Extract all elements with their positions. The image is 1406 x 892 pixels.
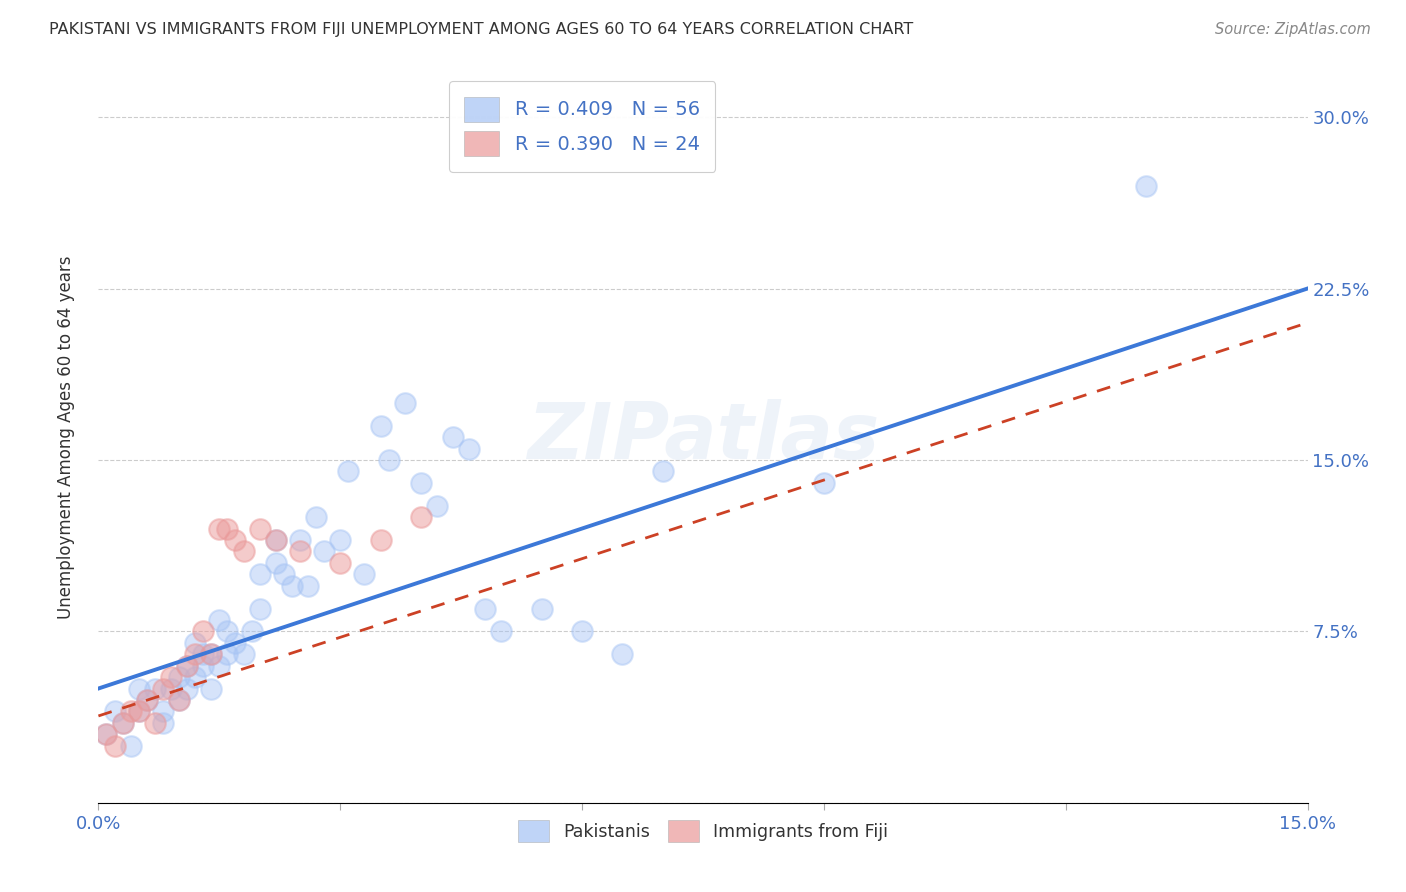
Text: Source: ZipAtlas.com: Source: ZipAtlas.com [1215, 22, 1371, 37]
Point [370, 533, 392, 547]
Point [264, 533, 287, 547]
Point [176, 658, 198, 673]
Point [184, 670, 207, 684]
Point [111, 715, 134, 730]
Point [167, 670, 190, 684]
Point [426, 499, 449, 513]
Point [167, 693, 190, 707]
Point [249, 567, 271, 582]
Point [458, 442, 481, 456]
Point [571, 624, 593, 639]
Point [281, 579, 304, 593]
Point [329, 556, 352, 570]
Point [314, 544, 336, 558]
Point [409, 510, 432, 524]
Point [152, 681, 174, 696]
Point [111, 715, 134, 730]
Point [167, 693, 190, 707]
Point [249, 601, 271, 615]
Point [96, 727, 118, 741]
Point [249, 521, 271, 535]
Point [176, 658, 198, 673]
Point [353, 567, 375, 582]
Point [184, 647, 207, 661]
Point [217, 624, 239, 639]
Point [377, 453, 399, 467]
Point [441, 430, 464, 444]
Legend: Pakistanis, Immigrants from Fiji: Pakistanis, Immigrants from Fiji [512, 813, 894, 849]
Point [491, 624, 513, 639]
Point [152, 705, 174, 719]
Point [612, 647, 634, 661]
Point [128, 705, 150, 719]
Point [208, 613, 231, 627]
Point [394, 396, 416, 410]
Point [208, 521, 231, 535]
Text: PAKISTANI VS IMMIGRANTS FROM FIJI UNEMPLOYMENT AMONG AGES 60 TO 64 YEARS CORRELA: PAKISTANI VS IMMIGRANTS FROM FIJI UNEMPL… [49, 22, 914, 37]
Point [143, 715, 166, 730]
Point [128, 681, 150, 696]
Point [1135, 178, 1157, 193]
Point [264, 556, 287, 570]
Point [200, 647, 222, 661]
Point [288, 533, 311, 547]
Point [224, 636, 246, 650]
Point [208, 658, 231, 673]
Point [200, 647, 222, 661]
Point [143, 681, 166, 696]
Point [193, 658, 215, 673]
Point [160, 670, 183, 684]
Point [474, 601, 496, 615]
Point [135, 693, 157, 707]
Point [135, 693, 157, 707]
Point [409, 475, 432, 490]
Point [297, 579, 319, 593]
Point [651, 464, 673, 478]
Point [120, 739, 142, 753]
Point [370, 418, 392, 433]
Point [96, 727, 118, 741]
Point [217, 521, 239, 535]
Point [120, 705, 142, 719]
Point [200, 681, 222, 696]
Point [240, 624, 263, 639]
Point [103, 705, 125, 719]
Y-axis label: Unemployment Among Ages 60 to 64 years: Unemployment Among Ages 60 to 64 years [56, 255, 75, 619]
Point [193, 647, 215, 661]
Point [337, 464, 360, 478]
Point [184, 636, 207, 650]
Point [232, 647, 254, 661]
Point [273, 567, 295, 582]
Point [530, 601, 553, 615]
Point [329, 533, 352, 547]
Point [305, 510, 328, 524]
Point [176, 681, 198, 696]
Text: ZIPatlas: ZIPatlas [527, 399, 879, 475]
Point [264, 533, 287, 547]
Point [193, 624, 215, 639]
Point [288, 544, 311, 558]
Point [217, 647, 239, 661]
Point [128, 705, 150, 719]
Point [224, 533, 246, 547]
Point [813, 475, 835, 490]
Point [232, 544, 254, 558]
Point [152, 715, 174, 730]
Point [103, 739, 125, 753]
Point [160, 681, 183, 696]
